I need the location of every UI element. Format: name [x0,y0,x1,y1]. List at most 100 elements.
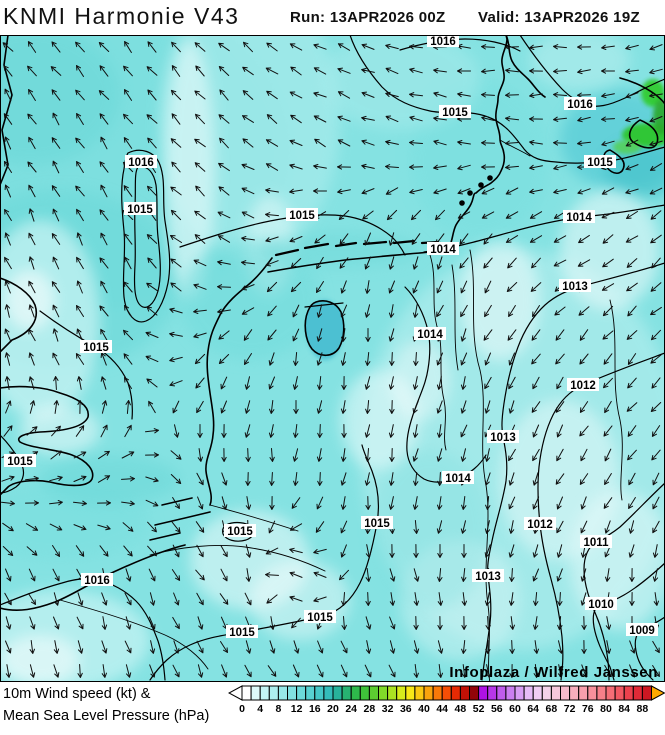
wind-arrow [361,163,375,170]
wind-arrow [293,424,299,438]
wind-arrow [290,258,302,268]
isobar-label-box [414,327,446,340]
wind-arrow [436,400,443,414]
wind-arrow [292,448,299,462]
wind-arrow [484,280,492,294]
colorbar-tick-label: 88 [637,703,649,715]
isobar-label: 1015 [442,107,468,119]
wind-arrow [409,140,423,146]
coast-delta-island-2 [149,532,181,541]
wind-arrow [650,210,662,220]
wind-arrow [169,307,183,314]
wind-arrow [170,258,182,268]
wind-arrow [217,259,231,266]
wind-arrow [365,568,371,582]
wind-arrow [437,472,443,486]
wind-arrow [460,304,468,318]
wind-arrow [626,402,638,412]
wind-arrow [484,472,491,486]
colorbar-cell [478,685,489,701]
wind-arrow [53,664,60,678]
wind-arrow [244,592,252,606]
wind-arrow [313,571,327,578]
wind-arrow [219,137,229,149]
wind-arrow [28,328,36,342]
wind-arrow [50,66,62,76]
wind-arrow [266,114,278,124]
wind-arrow [4,88,12,102]
map-area: 1016 1015 1016 1015 1016 1015 1015 1014 1014 1013… [0,35,665,682]
wind-arrow [341,448,347,462]
wind-arrow [289,547,303,554]
wind-arrow [125,616,132,630]
wind-arrow [530,282,542,292]
wind-arrow [172,497,180,509]
wind-arrow [509,616,515,630]
wind-arrow [627,353,637,365]
wind-arrow [244,664,252,678]
wind-arrow [483,233,493,245]
wind-arrow [389,568,396,582]
wind-arrow [244,353,252,365]
wind-arrow [217,308,231,314]
wind-arrow [2,42,14,52]
wind-arrow [1,500,15,506]
wind-arrow [289,163,303,170]
wind-arrow [433,139,447,146]
wind-arrow [412,256,419,270]
wind-arrow [220,400,227,414]
wind-arrow [385,91,399,98]
wind-arrow [579,473,589,485]
wind-arrow [146,234,158,244]
wind-arrow [651,377,661,389]
wind-arrow [4,352,11,366]
wind-arrow [483,257,493,269]
wind-arrow [268,352,275,366]
wind-arrow [4,232,11,246]
wind-arrow [76,208,84,222]
wind-arrow [532,305,540,317]
wind-arrow [411,233,421,245]
wind-arrow [508,496,516,510]
wind-arrow [413,592,419,606]
wind-arrow [75,89,85,101]
isobar-label-box [427,35,459,47]
wind-arrow [28,352,35,366]
wind-arrow [461,544,467,558]
wind-arrow [389,400,395,414]
wind-arrow [170,186,182,196]
wind-arrow [436,376,443,390]
wind-arrow [412,304,419,318]
wind-arrow [601,283,615,291]
wind-arrow [171,569,181,581]
wind-arrow [221,496,228,510]
colorbar-cell [241,685,252,701]
wind-arrow [340,496,347,510]
run-timestamp: Run: 13APR2026 00Z [290,9,446,26]
wind-arrow [625,92,639,99]
wind-arrow [555,401,565,413]
wind-arrow [409,67,423,74]
wind-arrow [457,68,471,74]
wind-arrow [26,546,38,556]
wind-arrow [194,138,206,148]
wind-arrow [269,448,275,462]
wind-arrow [125,664,132,678]
wind-arrow [578,306,590,316]
wind-arrow [604,520,611,534]
wind-arrow [197,496,204,510]
wind-arrow [290,114,302,124]
wind-arrow [461,616,467,630]
wind-arrows [1,41,663,678]
colorbar-cell [268,685,279,701]
wind-arrow [554,306,566,316]
wind-arrow [195,113,205,125]
wind-arrow [265,547,279,555]
wind-arrow [29,664,36,678]
wind-arrow [601,187,615,195]
river-ems [451,264,459,371]
wind-arrow [433,188,447,195]
wind-arrow [149,640,156,654]
wind-arrow [625,116,639,123]
